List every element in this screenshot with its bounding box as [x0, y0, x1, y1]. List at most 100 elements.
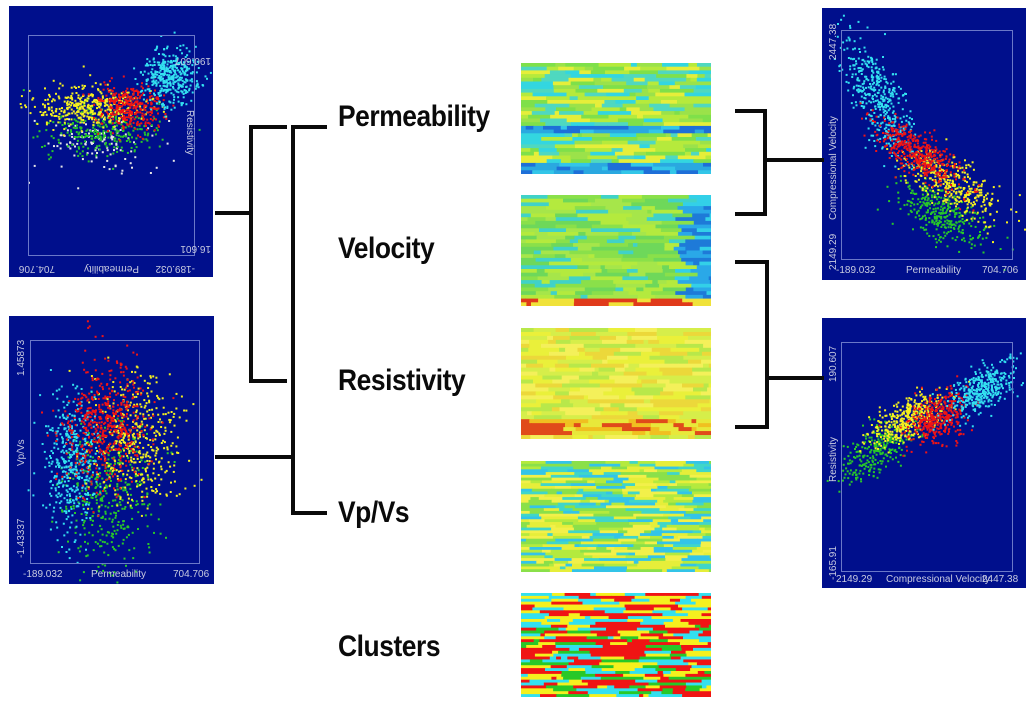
scatter-point: [922, 201, 925, 204]
scatter-point: [967, 198, 970, 201]
scatter-point: [104, 426, 106, 429]
scatter-point: [170, 451, 173, 454]
scatter-point: [81, 155, 84, 158]
scatter-point: [72, 485, 75, 488]
scatter-point: [182, 61, 185, 64]
scatter-point: [80, 118, 83, 121]
scatter-point: [883, 78, 886, 80]
scatter-point: [146, 98, 149, 101]
scatter-point: [86, 485, 89, 488]
scatter-point: [893, 439, 896, 442]
scatter-point: [59, 121, 62, 124]
scatter-point: [154, 107, 157, 110]
scatter-point: [76, 142, 79, 145]
scatter-point: [903, 131, 906, 134]
scatter-point: [863, 92, 866, 95]
scatter-point: [878, 89, 881, 92]
scatter-point: [948, 213, 951, 216]
scatter-point: [146, 525, 149, 528]
scatter-point: [68, 465, 71, 468]
scatter-point: [138, 123, 141, 126]
scatter-point: [971, 191, 974, 194]
scatter-point: [81, 84, 84, 87]
scatter-point: [939, 153, 942, 156]
scatter-point: [140, 456, 142, 459]
scatter-point: [889, 95, 892, 98]
scatter-point: [113, 430, 116, 433]
scatter-point: [149, 376, 152, 379]
scatter-point: [66, 129, 69, 132]
scatter-point: [73, 490, 76, 493]
scatter-point: [66, 484, 69, 487]
scatter-point: [103, 422, 105, 425]
scatter-point: [58, 112, 61, 115]
scatter-point: [147, 102, 149, 105]
scatter-point: [137, 93, 139, 96]
scatter-point: [195, 71, 198, 74]
scatter-point: [883, 119, 886, 122]
scatter-point: [992, 186, 995, 189]
scatter-point: [940, 217, 943, 220]
scatter-point: [111, 100, 114, 103]
scatter-point: [160, 442, 163, 444]
scatter-point: [975, 188, 978, 191]
scatter-point: [92, 460, 95, 462]
scatter-point: [82, 112, 84, 115]
scatter-point: [68, 501, 71, 504]
scatter-point: [928, 221, 931, 224]
scatter-point: [115, 106, 118, 109]
scatter-point: [115, 92, 118, 95]
scatter-point: [70, 455, 73, 458]
scatter-point: [122, 97, 125, 100]
scatter-point: [882, 68, 885, 71]
scatter-point: [66, 477, 69, 479]
scatter-point: [95, 440, 98, 443]
scatter-point: [856, 79, 859, 82]
scatter-point: [33, 164, 36, 167]
scatter-point: [936, 198, 939, 201]
scatter-point: [849, 68, 852, 71]
scatter-point: [108, 501, 111, 504]
scatter-point: [91, 496, 94, 499]
scatter-point: [129, 463, 132, 466]
scatter-point: [926, 146, 929, 149]
scatter-point: [87, 415, 90, 418]
scatter-point: [978, 191, 981, 194]
scatter-point: [890, 128, 893, 131]
scatter-point: [144, 455, 147, 458]
scatter-point: [84, 433, 87, 436]
scatter-point: [193, 484, 196, 487]
scatter-point: [884, 109, 887, 112]
scatter-point: [104, 102, 107, 105]
scatter-point: [882, 96, 885, 99]
scatter-point: [876, 82, 879, 85]
scatter-point: [910, 134, 913, 137]
scatter-point: [904, 175, 907, 178]
scatter-point: [119, 95, 122, 98]
scatter-point: [860, 465, 863, 467]
scatter-point: [905, 141, 908, 144]
scatter-point: [945, 138, 948, 141]
scatter-point: [75, 102, 78, 105]
scatter-point: [52, 409, 55, 412]
scatter-point: [180, 76, 183, 79]
scatter-point: [68, 125, 71, 127]
scatter-point: [128, 434, 130, 437]
scatter-point: [103, 455, 106, 458]
scatter-point: [183, 81, 186, 84]
scatter-point: [128, 133, 131, 136]
scatter-point: [60, 132, 63, 135]
scatter-point: [92, 511, 95, 514]
scatter-point: [968, 187, 971, 190]
scatter-point: [926, 158, 929, 161]
scatter-point: [81, 414, 84, 417]
scatter-point: [77, 86, 80, 88]
scatter-point: [109, 483, 112, 486]
scatter-point: [134, 127, 137, 130]
scatter-point: [109, 429, 112, 431]
scatter-point: [78, 147, 80, 150]
scatter-point: [98, 505, 101, 508]
scatter-point: [53, 506, 56, 509]
scatter-point: [113, 122, 116, 124]
scatter-point: [867, 466, 870, 468]
